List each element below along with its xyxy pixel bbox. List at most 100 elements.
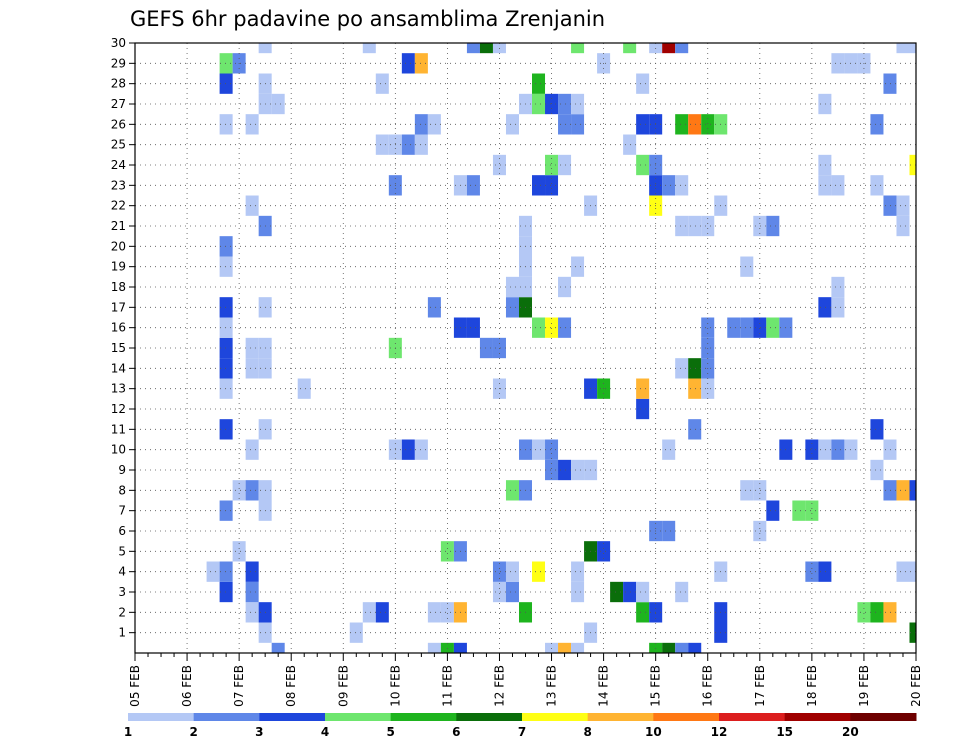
y-tick-label: 11 bbox=[111, 422, 126, 436]
heatmap-cell bbox=[857, 602, 871, 623]
x-tick-label: 06 FEB bbox=[180, 665, 194, 707]
heatmap-cell bbox=[492, 154, 506, 176]
heatmap-cell bbox=[414, 114, 428, 135]
heatmap-cell bbox=[805, 561, 819, 582]
heatmap-cell bbox=[558, 154, 572, 176]
heatmap-cell bbox=[219, 53, 233, 74]
heatmap-cell bbox=[896, 195, 910, 216]
color-legend: 1 2 3 4 5 6 7 8 10 12 15 20 bbox=[124, 713, 917, 739]
heatmap-cell bbox=[870, 175, 884, 196]
heatmap-cell bbox=[219, 500, 233, 521]
heatmap-cell bbox=[440, 642, 454, 653]
heatmap-cell bbox=[245, 602, 259, 623]
heatmap-cell bbox=[440, 602, 454, 623]
heatmap-cell bbox=[896, 43, 910, 54]
heatmap-cell bbox=[375, 134, 389, 155]
heatmap-cell bbox=[375, 73, 389, 94]
heatmap-cell bbox=[870, 602, 884, 623]
heatmap-cell bbox=[636, 602, 650, 623]
y-tick-label: 10 bbox=[111, 443, 126, 457]
heatmap-cell bbox=[688, 419, 702, 440]
x-tick-label: 15 FEB bbox=[649, 665, 663, 707]
heatmap-cell bbox=[558, 276, 572, 298]
heatmap-cell bbox=[753, 215, 767, 237]
legend-label: 7 bbox=[518, 725, 526, 739]
heatmap-cell bbox=[532, 439, 546, 460]
heatmap-cell bbox=[675, 215, 689, 237]
heatmap-cell bbox=[232, 541, 246, 562]
y-tick-label: 6 bbox=[118, 524, 126, 538]
legend-label: 12 bbox=[711, 725, 728, 739]
heatmap-cell bbox=[219, 297, 233, 318]
heatmap-cell bbox=[271, 93, 285, 115]
x-tick-label: 18 FEB bbox=[805, 665, 819, 707]
heatmap-cell bbox=[545, 439, 559, 460]
x-tick-label: 05 FEB bbox=[128, 665, 142, 707]
legend-swatch bbox=[719, 713, 786, 721]
y-tick-label: 22 bbox=[111, 199, 126, 213]
heatmap-cell bbox=[401, 439, 415, 460]
legend-label: 5 bbox=[386, 725, 394, 739]
legend-swatch bbox=[390, 713, 457, 721]
heatmap-cell bbox=[831, 175, 845, 196]
x-tick-label: 11 FEB bbox=[440, 665, 454, 707]
legend-swatch bbox=[456, 713, 523, 721]
heatmap-cells bbox=[206, 43, 916, 653]
heatmap-cell bbox=[505, 480, 519, 501]
heatmap-cell bbox=[545, 642, 559, 653]
heatmap-cell bbox=[532, 93, 546, 115]
y-tick-label: 1 bbox=[118, 626, 126, 640]
heatmap-cell bbox=[258, 43, 272, 54]
heatmap-cell bbox=[623, 43, 637, 54]
heatmap-cell bbox=[571, 93, 585, 115]
legend-label: 4 bbox=[321, 725, 329, 739]
heatmap-cell bbox=[740, 256, 754, 277]
legend-swatch bbox=[850, 713, 917, 721]
heatmap-cell bbox=[558, 93, 572, 115]
heatmap-cell bbox=[883, 195, 897, 216]
heatmap-cell bbox=[870, 114, 884, 135]
heatmap-cell bbox=[597, 541, 611, 562]
heatmap-cell bbox=[505, 114, 519, 135]
heatmap-cell bbox=[909, 561, 916, 582]
heatmap-cell bbox=[492, 581, 506, 603]
y-tick-label: 3 bbox=[118, 585, 126, 599]
heatmap-cell bbox=[219, 337, 233, 359]
x-tick-label: 09 FEB bbox=[336, 665, 350, 707]
y-tick-label: 28 bbox=[111, 77, 126, 91]
heatmap-cell bbox=[636, 378, 650, 399]
y-tick-label: 20 bbox=[111, 239, 126, 253]
x-tick-label: 08 FEB bbox=[284, 665, 298, 707]
y-tick-label: 19 bbox=[111, 260, 126, 274]
heatmap-cell bbox=[636, 581, 650, 603]
x-axis-ticks: 05 FEB 06 FEB 07 FEB 08 FEB 09 FEB 10 FEB 11 F… bbox=[128, 653, 923, 707]
heatmap-cell bbox=[675, 358, 689, 379]
heatmap-cell bbox=[219, 581, 233, 603]
heatmap-cell bbox=[558, 459, 572, 481]
heatmap-cell bbox=[727, 317, 741, 338]
heatmap-cell bbox=[414, 53, 428, 74]
heatmap-cell bbox=[545, 317, 559, 338]
y-tick-label: 21 bbox=[111, 219, 126, 233]
heatmap-cell bbox=[883, 73, 897, 94]
heatmap-cell bbox=[414, 134, 428, 155]
heatmap-cell bbox=[883, 602, 897, 623]
heatmap-cell bbox=[896, 480, 910, 501]
heatmap-cell bbox=[675, 43, 689, 54]
x-tick-label: 13 FEB bbox=[545, 665, 559, 707]
heatmap-cell bbox=[675, 114, 689, 135]
legend-swatch bbox=[259, 713, 326, 721]
heatmap-cell bbox=[558, 114, 572, 135]
heatmap-cell bbox=[245, 581, 259, 603]
heatmap-cell bbox=[831, 276, 845, 298]
legend-label: 15 bbox=[776, 725, 793, 739]
heatmap-cell bbox=[571, 642, 585, 653]
heatmap-cell bbox=[688, 642, 702, 653]
heatmap-cell bbox=[545, 154, 559, 176]
legend-label: 8 bbox=[583, 725, 591, 739]
heatmap-cell bbox=[571, 43, 585, 54]
heatmap-cell bbox=[219, 256, 233, 277]
heatmap-cell bbox=[766, 317, 780, 338]
legend-swatch bbox=[653, 713, 720, 721]
